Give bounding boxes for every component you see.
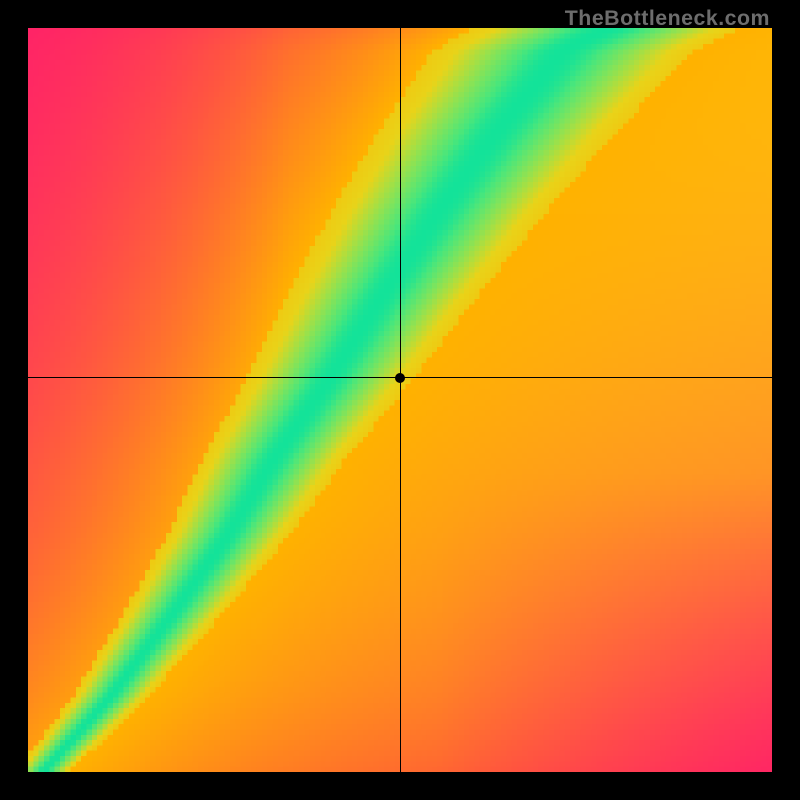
crosshair-vertical — [400, 28, 401, 772]
watermark-text: TheBottleneck.com — [565, 6, 770, 31]
crosshair-dot — [395, 373, 405, 383]
chart-frame: TheBottleneck.com — [0, 0, 800, 800]
